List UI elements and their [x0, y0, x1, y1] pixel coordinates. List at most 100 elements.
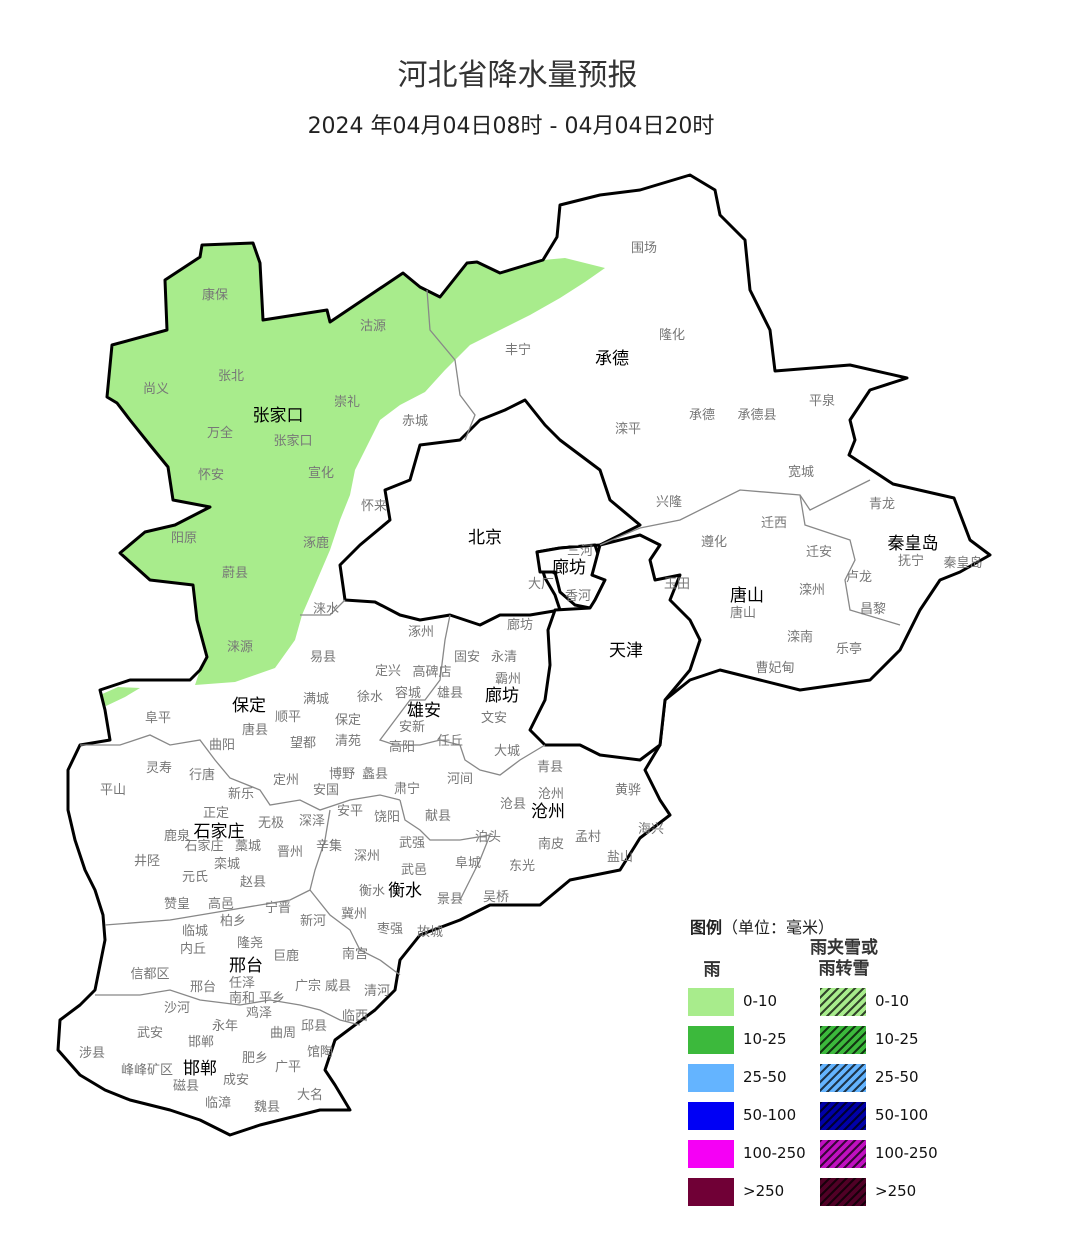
county-label: 灵寿 [146, 761, 172, 776]
legend-swatch [820, 1140, 866, 1168]
county-label: 抚宁 [898, 553, 924, 569]
county-label: 满城 [303, 692, 329, 707]
city-label: 保定 [232, 696, 266, 716]
county-label: 安国 [313, 783, 339, 798]
county-label: 广宗 [295, 978, 321, 994]
county-label: 宁晋 [265, 900, 291, 916]
legend-swatch [688, 1140, 734, 1168]
county-label: 沙河 [164, 1001, 190, 1016]
county-label: 平乡 [259, 991, 285, 1006]
city-label: 秦皇岛 [888, 534, 939, 554]
county-label: 行唐 [189, 767, 215, 783]
county-label: 临西 [342, 1009, 368, 1024]
county-label: 藁城 [235, 839, 261, 854]
beijing-border [338, 398, 642, 627]
legend-label: 50-100 [875, 1106, 929, 1124]
county-label: 容城 [395, 685, 421, 701]
county-label: 曲阳 [209, 738, 235, 753]
rain-area-0-10 [107, 243, 605, 685]
county-label: 海兴 [638, 822, 664, 837]
county-label: 魏县 [254, 1100, 280, 1115]
legend-swatch [820, 1064, 866, 1092]
county-label: 迁安 [806, 545, 832, 560]
rain-area-0-10-south [100, 687, 140, 706]
county-label: 任泽 [229, 976, 255, 991]
county-label: 唐山 [730, 605, 756, 621]
county-label: 曹妃甸 [755, 661, 794, 676]
county-label: 廊坊 [507, 617, 533, 633]
legend-sleet-header-line2: 雨转雪 [818, 959, 870, 979]
county-label: 沧县 [500, 796, 526, 812]
city-label: 邯郸 [183, 1059, 217, 1079]
county-label: 栾城 [214, 856, 240, 872]
county-label: 香河 [565, 589, 591, 604]
county-label: 安平 [337, 804, 363, 819]
county-label: 涞水 [313, 602, 339, 617]
county-label: 固安 [454, 650, 480, 665]
county-label: 滦平 [615, 421, 641, 437]
legend-swatch [688, 1026, 734, 1054]
legend-label: 0-10 [875, 992, 910, 1010]
legend-label: 25-50 [743, 1068, 787, 1086]
county-label: 吴桥 [483, 890, 509, 905]
hebei-border [56, 173, 992, 1137]
legend-swatch [820, 988, 866, 1016]
county-label: 馆陶 [307, 1044, 333, 1060]
county-label: 唐县 [242, 722, 268, 738]
legend-swatch [688, 988, 734, 1016]
county-label: 黄骅 [615, 783, 641, 798]
forecast-period: 2024 年04月04日08时 - 04月04日20时 [307, 114, 715, 139]
city-label: 雄安 [407, 701, 441, 721]
county-label: 武安 [137, 1026, 163, 1041]
legend-label: 100-250 [875, 1144, 938, 1162]
city-label: 唐山 [730, 585, 764, 606]
county-label: 青龙 [869, 497, 895, 512]
county-label: 崇礼 [334, 394, 360, 410]
county-label: 无极 [258, 816, 284, 831]
map-title: 河北省降水量预报 [397, 58, 638, 93]
legend-unit: （单位：毫米） [722, 918, 835, 937]
legend-sleet-header: 雨夹雪或 雨转雪 [796, 938, 892, 980]
county-label: 肥乡 [242, 1051, 268, 1066]
county-label: 正定 [203, 806, 229, 821]
county-label: 南皮 [538, 836, 564, 852]
county-label: 巨鹿 [273, 948, 299, 964]
county-label: 涉县 [79, 1046, 105, 1061]
county-label: 威县 [325, 979, 351, 994]
county-label: 围场 [631, 241, 657, 256]
county-label: 景县 [437, 892, 463, 907]
county-label: 沽源 [360, 319, 386, 334]
county-label: 枣强 [377, 922, 403, 937]
county-label: 任丘 [437, 734, 463, 749]
county-label: 乐亭 [836, 641, 862, 657]
county-label: 孟村 [575, 830, 601, 845]
county-label: 邱县 [301, 1019, 327, 1034]
county-label: 沧州 [538, 786, 564, 802]
county-label: 承德 [689, 408, 715, 423]
county-label: 涞源 [227, 640, 253, 655]
county-label: 邯郸 [188, 1035, 214, 1050]
county-label: 滦州 [799, 582, 825, 598]
county-label: 武强 [399, 836, 425, 851]
county-label: 曲周 [270, 1026, 296, 1041]
legend-rain-header: 雨 [703, 960, 721, 980]
county-label: 隆化 [659, 328, 685, 343]
county-label: 盐山 [607, 850, 633, 865]
county-label: 高碑店 [412, 664, 451, 680]
county-label: 兴隆 [656, 495, 682, 510]
county-label: 辛集 [316, 838, 342, 854]
legend-label: 100-250 [743, 1144, 806, 1162]
legend-label: 50-100 [743, 1106, 797, 1124]
county-label: 清苑 [335, 734, 361, 749]
county-label: 涿鹿 [303, 535, 329, 551]
county-label: 晋州 [277, 845, 303, 860]
city-label: 天津 [609, 641, 643, 661]
county-label: 柏乡 [220, 914, 246, 929]
county-label: 昌黎 [860, 602, 886, 617]
county-label: 遵化 [701, 534, 727, 550]
county-label: 文安 [481, 711, 507, 726]
city-label: 沧州 [531, 802, 565, 822]
county-label: 南和 [229, 990, 255, 1006]
county-label: 滦南 [787, 629, 813, 645]
